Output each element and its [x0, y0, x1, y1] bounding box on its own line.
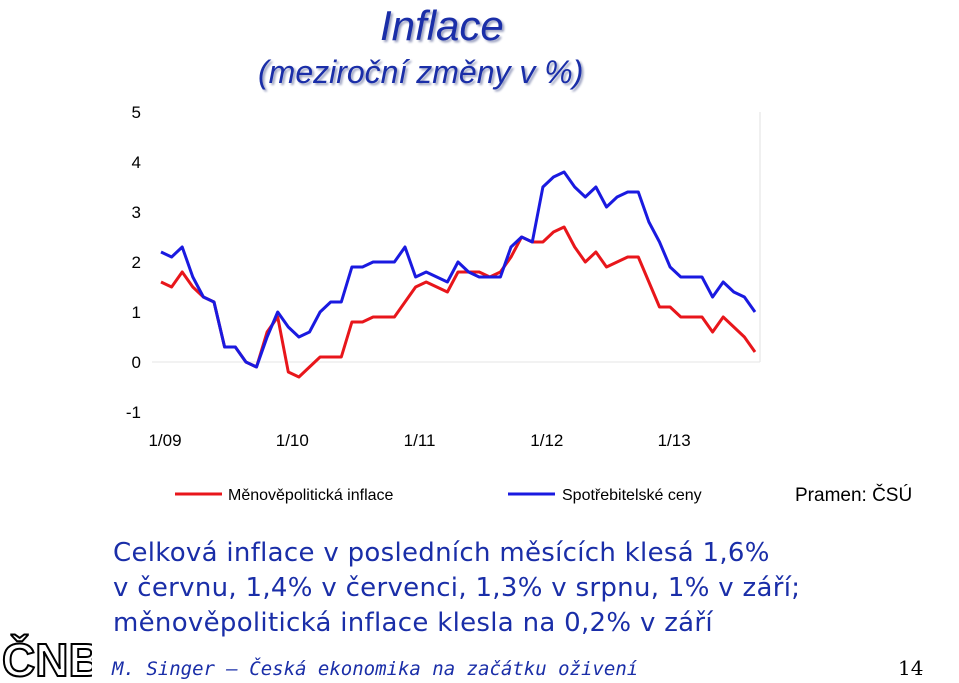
- series-line-consumer-prices: [160, 170, 757, 369]
- x-axis-ticks: 1/09 1/10 1/11 1/12 1/13: [148, 431, 690, 450]
- y-tick-label: 3: [132, 203, 141, 222]
- legend: Měnověpolitická inflace Spotřebitelské c…: [175, 487, 702, 504]
- x-tick-label: 1/11: [404, 431, 436, 450]
- y-tick-label: 5: [132, 103, 141, 122]
- commentary: Celková inflace v posledních měsících kl…: [113, 536, 800, 641]
- y-axis-ticks: -1 0 1 2 3 4 5: [126, 103, 141, 422]
- legend-label-core-inflation: Měnověpolitická inflace: [228, 487, 394, 504]
- commentary-line-3: měnověpolitická inflace klesla na 0,2% v…: [113, 608, 713, 638]
- commentary-line-2: v červnu, 1,4% v červenci, 1,3% v srpnu,…: [113, 573, 801, 603]
- x-tick-label: 1/12: [530, 431, 563, 450]
- footer-text: M. Singer – Česká ekonomika na začátku o…: [112, 658, 639, 680]
- chart-title: Inflace: [380, 2, 504, 49]
- x-tick-label: 1/09: [148, 431, 181, 450]
- page-number: 14: [898, 656, 924, 680]
- y-tick-label: 4: [132, 153, 141, 172]
- cnb-logo-text: ČNB: [2, 634, 92, 683]
- cnb-logo: ČNB: [2, 633, 92, 683]
- series-lines: [160, 170, 757, 379]
- legend-label-consumer-prices: Spotřebitelské ceny: [562, 487, 702, 504]
- x-tick-label: 1/10: [276, 431, 309, 450]
- series-line-core-inflation: [160, 225, 757, 379]
- y-tick-label: -1: [126, 403, 141, 422]
- x-tick-label: 1/13: [658, 431, 691, 450]
- chart-subtitle: (meziroční změny v %): [258, 54, 584, 90]
- source-note: Pramen: ČSÚ: [795, 485, 913, 506]
- y-tick-label: 1: [132, 303, 141, 322]
- commentary-line-1: Celková inflace v posledních měsících kl…: [113, 538, 770, 568]
- y-tick-label: 2: [132, 253, 141, 272]
- y-tick-label: 0: [132, 353, 141, 372]
